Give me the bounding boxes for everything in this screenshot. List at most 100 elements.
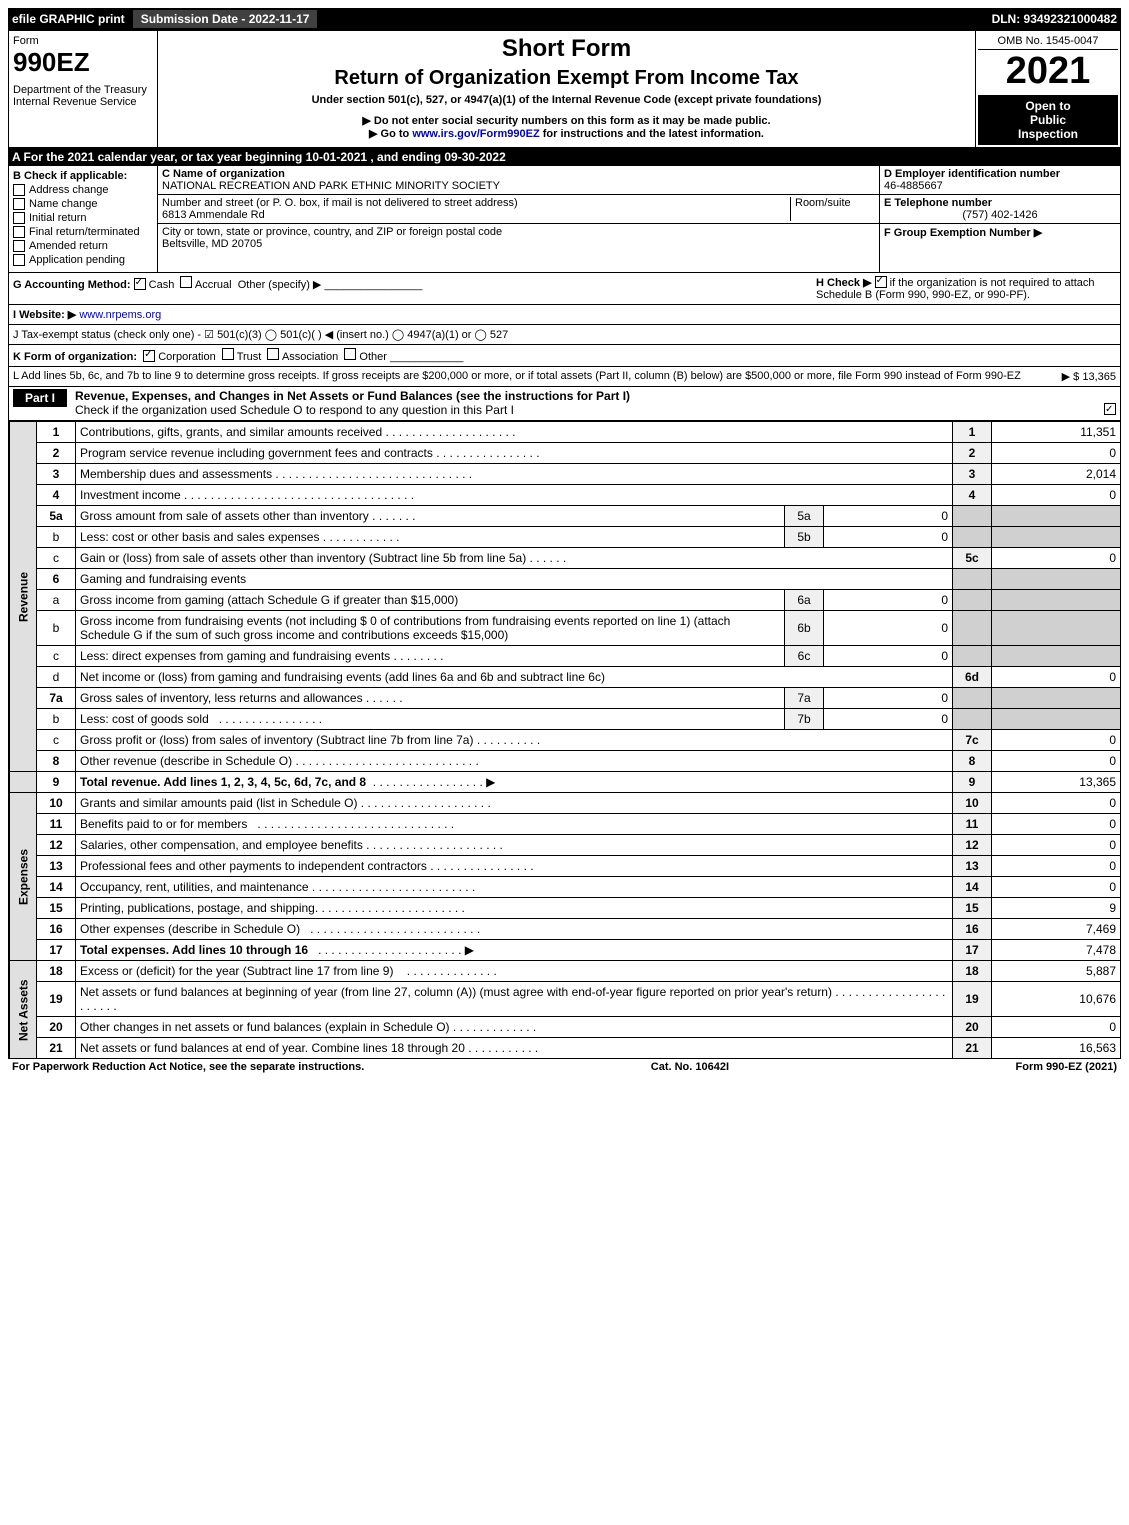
cb-amended-return[interactable]: [13, 240, 25, 252]
line18-ref: 18: [953, 961, 992, 982]
line9-num: 9: [37, 772, 76, 793]
line7a-mid: 7a: [785, 688, 824, 709]
cb-schedule-o[interactable]: [1104, 403, 1116, 415]
line7c-desc: Gross profit or (loss) from sales of inv…: [80, 733, 473, 747]
line6c-shade2: [992, 646, 1121, 667]
cb-trust[interactable]: [222, 348, 234, 360]
line13-num: 13: [37, 856, 76, 877]
cb-cash[interactable]: [134, 278, 146, 290]
irs-link[interactable]: www.irs.gov/Form990EZ: [412, 128, 539, 140]
part1-label: Part I: [13, 389, 67, 407]
line9-amt: 13,365: [992, 772, 1121, 793]
line4-amt: 0: [992, 485, 1121, 506]
cb-schedule-b[interactable]: [875, 276, 887, 288]
k-label: K Form of organization:: [13, 351, 137, 363]
line6c-desc: Less: direct expenses from gaming and fu…: [80, 649, 390, 663]
line3-amt: 2,014: [992, 464, 1121, 485]
corp-label: Corporation: [158, 351, 215, 363]
line12-amt: 0: [992, 835, 1121, 856]
h-label: H Check ▶: [816, 277, 872, 289]
dln: DLN: 93492321000482: [992, 12, 1117, 26]
line5a-desc: Gross amount from sale of assets other t…: [80, 509, 369, 523]
line14-num: 14: [37, 877, 76, 898]
line3-num: 3: [37, 464, 76, 485]
form-header: Form 990EZ Department of the Treasury In…: [8, 30, 1121, 148]
line8-amt: 0: [992, 751, 1121, 772]
line15-desc: Printing, publications, postage, and shi…: [80, 901, 318, 915]
line17-num: 17: [37, 940, 76, 961]
assoc-label: Association: [282, 351, 338, 363]
line16-num: 16: [37, 919, 76, 940]
subtitle: Under section 501(c), 527, or 4947(a)(1)…: [166, 94, 967, 106]
line6a-num: a: [37, 590, 76, 611]
short-form-title: Short Form: [166, 35, 967, 63]
line19-num: 19: [37, 982, 76, 1017]
line13-ref: 13: [953, 856, 992, 877]
accrual-label: Accrual: [195, 279, 232, 291]
line10-amt: 0: [992, 793, 1121, 814]
line6b-desc: Gross income from fundraising events (no…: [80, 614, 730, 642]
footer-right: Form 990-EZ (2021): [1016, 1061, 1117, 1073]
line3-desc: Membership dues and assessments: [80, 467, 272, 481]
part1-header-row: Part I Revenue, Expenses, and Changes in…: [8, 387, 1121, 421]
cb-initial-return[interactable]: [13, 212, 25, 224]
cb-association[interactable]: [267, 348, 279, 360]
form-number: 990EZ: [13, 47, 153, 78]
trust-label: Trust: [237, 351, 262, 363]
cb-address-change[interactable]: [13, 184, 25, 196]
line8-desc: Other revenue (describe in Schedule O): [80, 754, 292, 768]
line21-ref: 21: [953, 1038, 992, 1059]
line6a-midval: 0: [824, 590, 953, 611]
ein-value: 46-4885667: [884, 180, 1116, 192]
line2-amt: 0: [992, 443, 1121, 464]
cb-final-label: Final return/terminated: [29, 226, 140, 238]
part1-table: Revenue 1 Contributions, gifts, grants, …: [8, 421, 1121, 1059]
line7b-mid: 7b: [785, 709, 824, 730]
cb-final-return[interactable]: [13, 226, 25, 238]
l-text: L Add lines 5b, 6c, and 7b to line 9 to …: [13, 370, 1054, 383]
cb-application-pending[interactable]: [13, 254, 25, 266]
line5b-midval: 0: [824, 527, 953, 548]
line6a-shade2: [992, 590, 1121, 611]
open-line1: Open to: [982, 99, 1114, 113]
line14-amt: 0: [992, 877, 1121, 898]
website-link[interactable]: www.nrpems.org: [79, 309, 161, 321]
c-label: C Name of organization: [162, 168, 875, 180]
g-label: G Accounting Method:: [13, 279, 131, 291]
line18-desc: Excess or (deficit) for the year (Subtra…: [80, 964, 393, 978]
city-label: City or town, state or province, country…: [162, 226, 875, 238]
cb-corporation[interactable]: [143, 350, 155, 362]
line20-ref: 20: [953, 1017, 992, 1038]
line7c-num: c: [37, 730, 76, 751]
line7c-ref: 7c: [953, 730, 992, 751]
line10-ref: 10: [953, 793, 992, 814]
line20-amt: 0: [992, 1017, 1121, 1038]
cb-name-change[interactable]: [13, 198, 25, 210]
line5a-mid: 5a: [785, 506, 824, 527]
cb-accrual[interactable]: [180, 276, 192, 288]
line19-ref: 19: [953, 982, 992, 1017]
line20-num: 20: [37, 1017, 76, 1038]
line7a-num: 7a: [37, 688, 76, 709]
row-i: I Website: ▶ www.nrpems.org: [8, 305, 1121, 325]
line11-amt: 0: [992, 814, 1121, 835]
line9-desc: Total revenue. Add lines 1, 2, 3, 4, 5c,…: [80, 775, 366, 789]
line6c-num: c: [37, 646, 76, 667]
row-h: H Check ▶ if the organization is not req…: [816, 276, 1116, 301]
e-label: E Telephone number: [884, 197, 1116, 209]
line21-num: 21: [37, 1038, 76, 1059]
line6a-shade: [953, 590, 992, 611]
line6-shade2: [992, 569, 1121, 590]
line6b-mid: 6b: [785, 611, 824, 646]
line5c-num: c: [37, 548, 76, 569]
row-k: K Form of organization: Corporation Trus…: [8, 345, 1121, 367]
line6d-ref: 6d: [953, 667, 992, 688]
form-label: Form: [13, 35, 153, 47]
street-value: 6813 Ammendale Rd: [162, 209, 790, 221]
cb-other-org[interactable]: [344, 348, 356, 360]
footer-cat: Cat. No. 10642I: [651, 1061, 729, 1073]
top-bar: efile GRAPHIC print Submission Date - 20…: [8, 8, 1121, 30]
line6d-desc: Net income or (loss) from gaming and fun…: [80, 670, 605, 684]
line19-desc: Net assets or fund balances at beginning…: [80, 985, 832, 999]
line6b-shade2: [992, 611, 1121, 646]
